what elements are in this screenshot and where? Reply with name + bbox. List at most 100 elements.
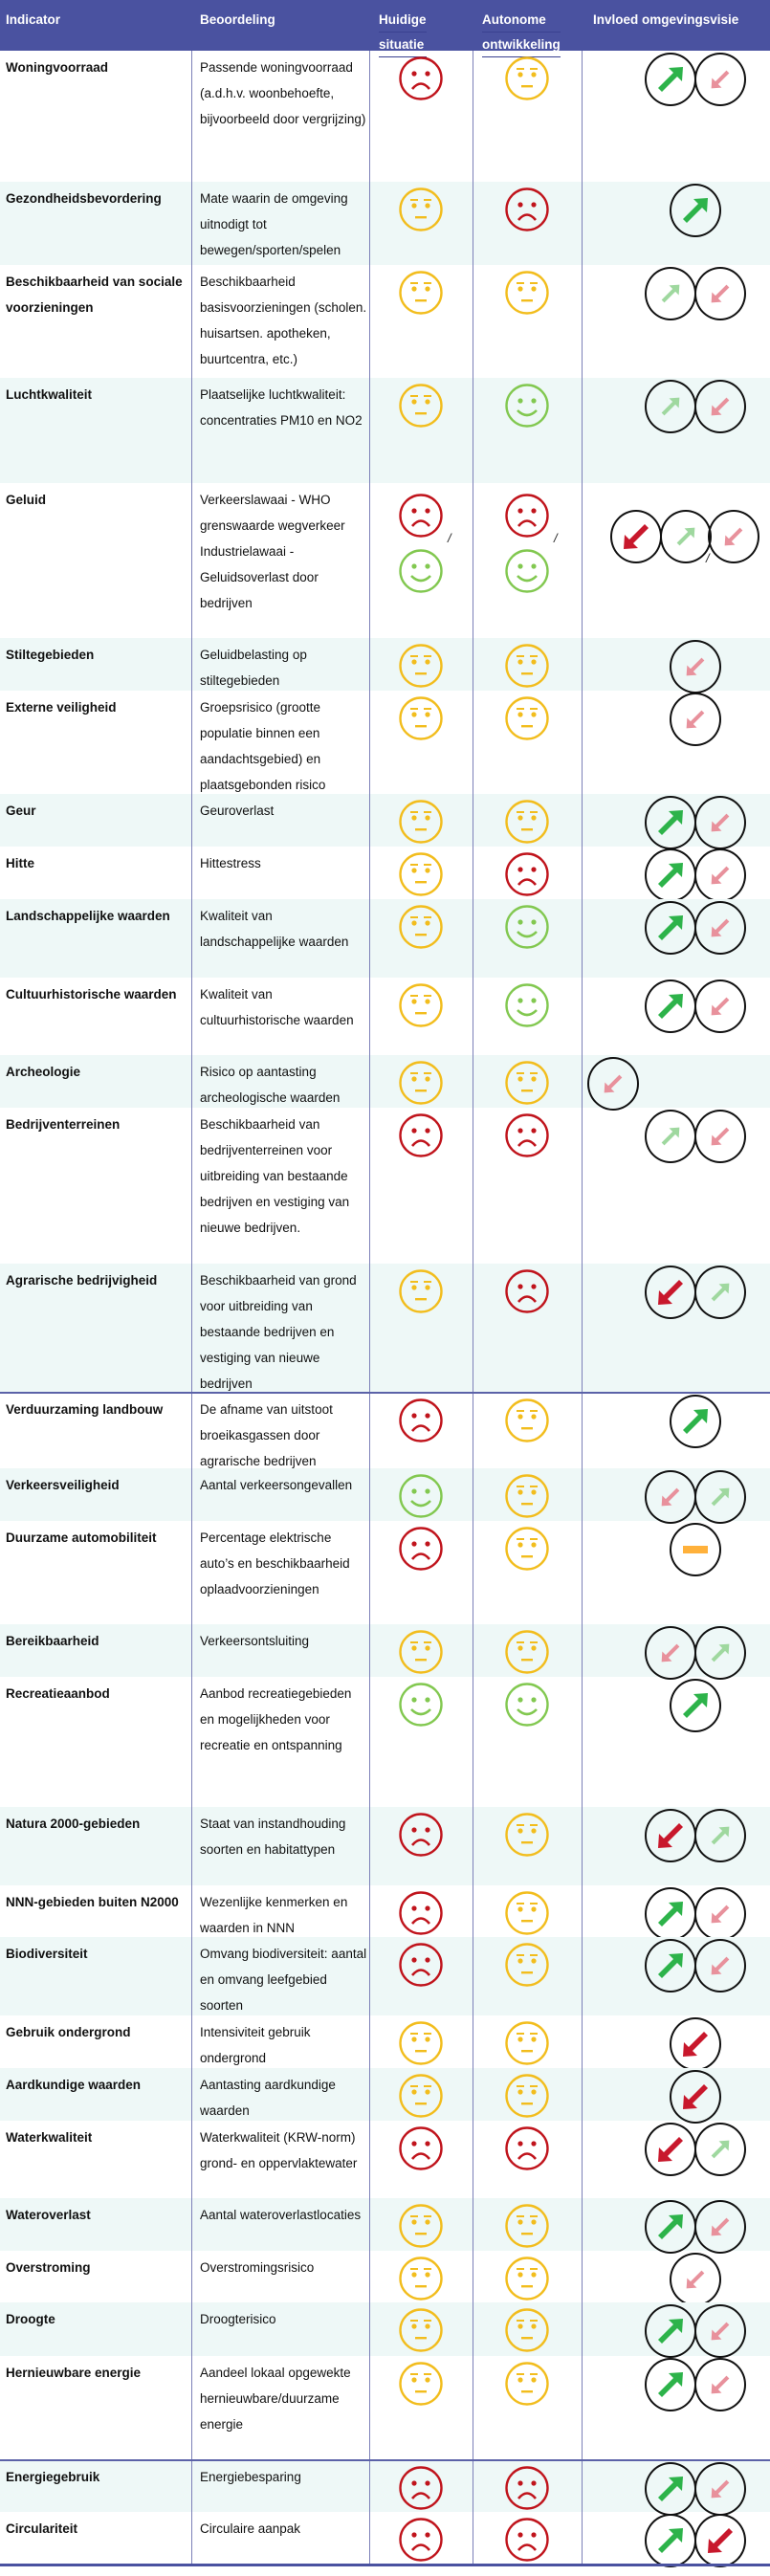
invloed-omgevingsvisie-cell: [645, 980, 746, 1033]
header-huidige-situatie: Huidige situatie: [379, 8, 427, 57]
impact-up-strong-icon: [670, 184, 721, 237]
neutral-smiley-icon: [398, 695, 444, 741]
autonome-ontwikkeling-cell: [504, 643, 550, 689]
neutral-smiley-icon: [398, 2020, 444, 2066]
impact-down-weak-icon: [645, 1470, 696, 1524]
invloed-omgevingsvisie-cell: [670, 1395, 721, 1448]
indicator-cell: Bedrijventerreinen: [6, 1117, 121, 1132]
impact-up-strong-icon: [645, 53, 696, 106]
table-row: Cultuurhistorische waarden Kwaliteit van …: [0, 978, 770, 1055]
column-divider: [369, 51, 370, 2565]
huidige-situatie-cell: [398, 55, 444, 101]
table-row: Gezondheidsbevordering Mate waarin de omg…: [0, 182, 770, 265]
header-invloed-omgevingsvisie: Invloed omgevingsvisie: [593, 12, 739, 27]
impact-down-weak-icon: [645, 1626, 696, 1680]
happy-smiley-icon: [504, 383, 550, 429]
sad-smiley-icon: [504, 2465, 550, 2511]
header-huidige-line1: Huidige: [379, 8, 427, 33]
sad-smiley-icon: [504, 2517, 550, 2563]
indicator-cell: Archeologie: [6, 1065, 81, 1079]
indicator-cell: Natura 2000-gebieden: [6, 1816, 141, 1831]
neutral-smiley-icon: [504, 1398, 550, 1443]
huidige-situatie-cell: [398, 270, 444, 316]
impact-down-weak-icon: [694, 1110, 746, 1163]
neutral-smiley-icon: [504, 55, 550, 101]
sad-smiley-icon: [504, 493, 550, 539]
indicator-cell: Duurzame automobiliteit: [6, 1530, 157, 1545]
invloed-omgevingsvisie-cell: [645, 267, 746, 320]
autonome-ontwikkeling-cell: [504, 2361, 550, 2407]
invloed-omgevingsvisie-cell: [645, 2200, 746, 2254]
indicator-cell: Hernieuwbare energie: [6, 2366, 142, 2380]
separator-slash: /: [554, 531, 558, 545]
beoordeling-cell: Hittestress: [200, 856, 261, 870]
impact-down-weak-icon: [670, 640, 721, 694]
table-row: Recreatieaanbod Aanbod recreatiegebieden …: [0, 1677, 770, 1807]
impact-up-strong-icon: [645, 2304, 696, 2358]
table-row: Aardkundige waarden Aantasting aardkundig…: [0, 2068, 770, 2124]
beoordeling-cell: Beschikbaarheid van grond voor uitbreidi…: [200, 1273, 357, 1391]
indicator-cell: Geluid: [6, 493, 47, 507]
huidige-situatie-cell: [398, 2465, 444, 2511]
table-row: Archeologie Risico op aantasting archeolo…: [0, 1055, 770, 1111]
impact-down-weak-icon: [694, 380, 746, 433]
neutral-smiley-icon: [504, 1060, 550, 1106]
beoordeling-cell: Circulaire aanpak: [200, 2521, 301, 2536]
impact-down-weak-icon: [694, 267, 746, 320]
header-autonome-line1: Autonome: [482, 8, 561, 33]
indicator-cell: Overstroming: [6, 2260, 91, 2275]
neutral-smiley-icon: [504, 1629, 550, 1675]
huidige-situatie-cell: /: [398, 493, 451, 604]
separator-slash: /: [706, 550, 710, 565]
autonome-ontwikkeling-cell: [504, 695, 550, 741]
impact-down-weak-icon: [694, 1887, 746, 1941]
invloed-omgevingsvisie-cell: [645, 2123, 746, 2176]
huidige-situatie-cell: [398, 1890, 444, 1936]
autonome-ontwikkeling-cell: [504, 1526, 550, 1572]
separator-slash: /: [448, 531, 451, 545]
indicator-cell: Recreatieaanbod: [6, 1686, 110, 1701]
impact-down-strong-icon: [645, 1266, 696, 1319]
neutral-smiley-icon: [398, 904, 444, 950]
impact-up-weak-icon: [694, 2123, 746, 2176]
sad-smiley-icon: [398, 55, 444, 101]
neutral-smiley-icon: [504, 695, 550, 741]
table-row: Energiegebruik Energiebesparing: [0, 2460, 770, 2516]
autonome-ontwikkeling-cell: [504, 2517, 550, 2563]
impact-down-weak-icon: [587, 1057, 639, 1111]
sad-smiley-icon: [504, 2125, 550, 2171]
impact-down-strong-icon: [694, 2514, 746, 2567]
autonome-ontwikkeling-cell: [504, 187, 550, 232]
table-row: Verduurzaming landbouw De afname van uits…: [0, 1393, 770, 1468]
invloed-omgevingsvisie-cell: [645, 1939, 746, 1993]
table-row: Geluid Verkeerslawaai - WHO grenswaarde w…: [0, 483, 770, 638]
impact-down-weak-icon: [694, 2358, 746, 2411]
indicator-cell: Verkeersveiligheid: [6, 1478, 120, 1492]
impact-down-strong-icon: [610, 510, 662, 563]
impact-up-strong-icon: [645, 848, 696, 902]
indicator-cell: Wateroverlast: [6, 2208, 91, 2222]
invloed-omgevingsvisie-cell: [645, 2514, 746, 2567]
neutral-smiley-icon: [504, 1890, 550, 1936]
impact-down-weak-icon: [670, 2253, 721, 2306]
sad-smiley-icon: [398, 493, 444, 539]
invloed-omgevingsvisie-cell: [645, 848, 746, 902]
indicator-cell: Circulariteit: [6, 2521, 78, 2536]
beoordeling-cell: Beschikbaarheid van bedrijventerreinen v…: [200, 1117, 350, 1235]
table-row: Wateroverlast Aantal wateroverlastlocatie…: [0, 2198, 770, 2254]
huidige-situatie-cell: [398, 695, 444, 741]
table-row: Verkeersveiligheid Aantal verkeersongeval…: [0, 1468, 770, 1524]
beoordeling-cell: Beschikbaarheid basisvoorzieningen (scho…: [200, 275, 367, 366]
impact-down-strong-icon: [645, 1809, 696, 1862]
table-row: Landschappelijke waarden Kwaliteit van la…: [0, 899, 770, 978]
neutral-smiley-icon: [504, 1473, 550, 1519]
autonome-ontwikkeling-cell: [504, 2020, 550, 2066]
impact-up-weak-icon: [645, 380, 696, 433]
huidige-situatie-cell: [398, 1629, 444, 1675]
neutral-smiley-icon: [504, 1526, 550, 1572]
beoordeling-cell: Percentage elektrische auto’s en beschik…: [200, 1530, 350, 1596]
sad-smiley-icon: [398, 2517, 444, 2563]
beoordeling-cell: Intensiviteit gebruik ondergrond: [200, 2025, 311, 2065]
impact-up-strong-icon: [670, 1395, 721, 1448]
indicator-cell: Verduurzaming landbouw: [6, 1402, 164, 1417]
